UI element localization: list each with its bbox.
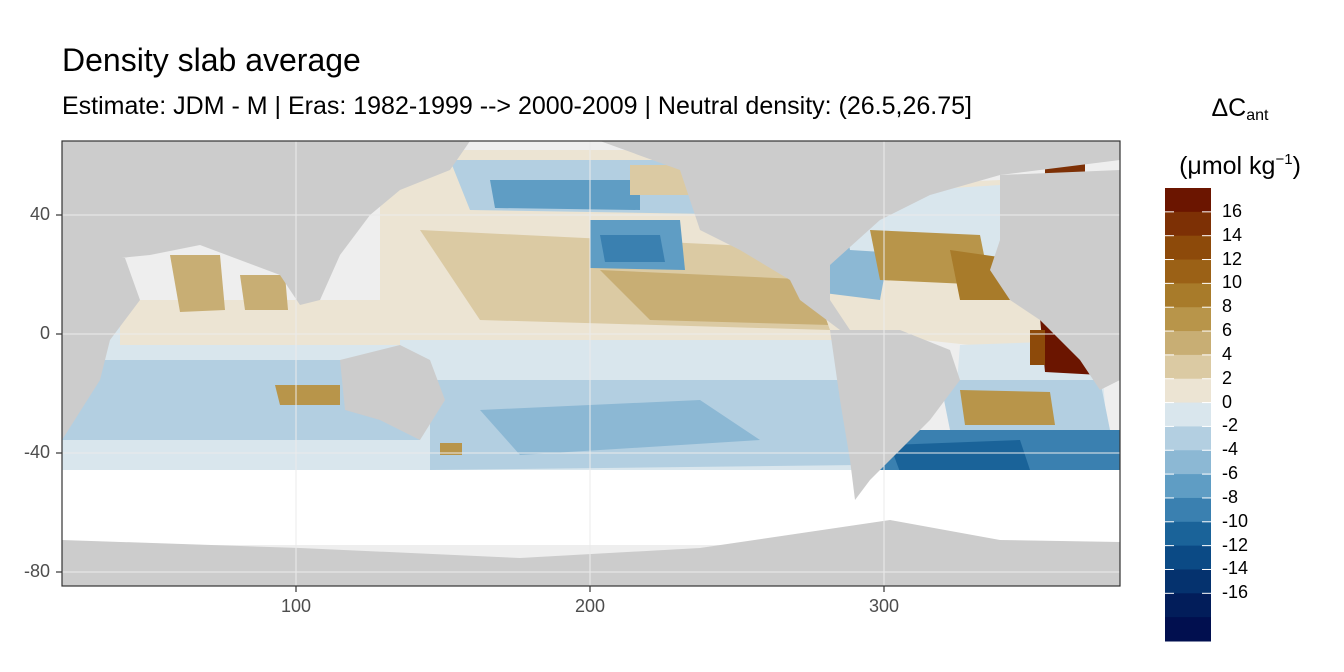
legend-label: -10 — [1222, 510, 1249, 531]
legend-swatch — [1165, 617, 1211, 642]
legend-symbol: ΔC — [1211, 94, 1247, 122]
legend-swatch — [1165, 354, 1211, 380]
panel-border — [61, 140, 1121, 587]
legend-label: 16 — [1222, 200, 1243, 221]
chart-subtitle: Estimate: JDM - M | Eras: 1982-1999 --> … — [62, 92, 972, 120]
legend-label: -14 — [1222, 558, 1249, 579]
y-tick-label: -80 — [23, 561, 50, 581]
legend-swatch — [1165, 569, 1211, 594]
tick-marks — [56, 214, 885, 592]
legend-swatch — [1165, 474, 1211, 499]
legend-swatch — [1165, 450, 1211, 475]
legend-label: 4 — [1222, 343, 1233, 364]
y-tick-label: -40 — [23, 442, 50, 462]
legend-swatch — [1165, 283, 1211, 308]
legend-label: 6 — [1222, 320, 1233, 341]
legend-swatch — [1165, 521, 1211, 547]
legend-label: 12 — [1222, 248, 1243, 269]
legend-unit-exponent: −1 — [1275, 151, 1293, 168]
x-tick-label: 100 — [280, 596, 312, 616]
legend-label: -8 — [1222, 486, 1239, 507]
legend-subscript: ant — [1246, 107, 1269, 124]
legend-swatch — [1165, 545, 1211, 570]
legend-label: -16 — [1222, 582, 1249, 603]
legend-swatch — [1165, 402, 1211, 427]
legend-label: -6 — [1222, 463, 1239, 484]
legend-label: -4 — [1222, 439, 1239, 460]
legend-label: -12 — [1222, 534, 1249, 555]
legend-swatch — [1165, 331, 1211, 356]
legend-label: -2 — [1222, 415, 1239, 436]
legend-swatch — [1165, 593, 1211, 618]
legend-label: 8 — [1222, 296, 1233, 317]
legend-label: 2 — [1222, 367, 1233, 388]
legend-label: 14 — [1222, 224, 1243, 245]
y-tick-label: 0 — [39, 323, 50, 343]
legend-title: ΔCant (μmol kg−1) — [1160, 86, 1320, 188]
chart-title: Density slab average — [62, 42, 361, 78]
legend-swatch — [1165, 259, 1211, 284]
legend-swatch — [1165, 378, 1211, 404]
legend-swatch — [1165, 211, 1211, 237]
legend-unit-open: (μmol kg — [1179, 152, 1276, 180]
legend-swatch — [1165, 497, 1211, 523]
legend-colorbar — [1165, 188, 1211, 642]
x-tick-label: 300 — [868, 596, 900, 616]
y-tick-label: 40 — [29, 204, 50, 224]
grid-lines — [62, 141, 1120, 586]
legend-label: 0 — [1222, 391, 1233, 412]
x-tick-label: 200 — [574, 596, 606, 616]
land-mass — [62, 141, 1120, 586]
legend-swatch — [1165, 307, 1211, 332]
legend-swatch — [1165, 235, 1211, 261]
legend-swatch — [1165, 426, 1211, 451]
legend-swatch — [1165, 188, 1211, 213]
legend-label: 10 — [1222, 272, 1243, 293]
legend-unit-close: ) — [1292, 152, 1301, 180]
